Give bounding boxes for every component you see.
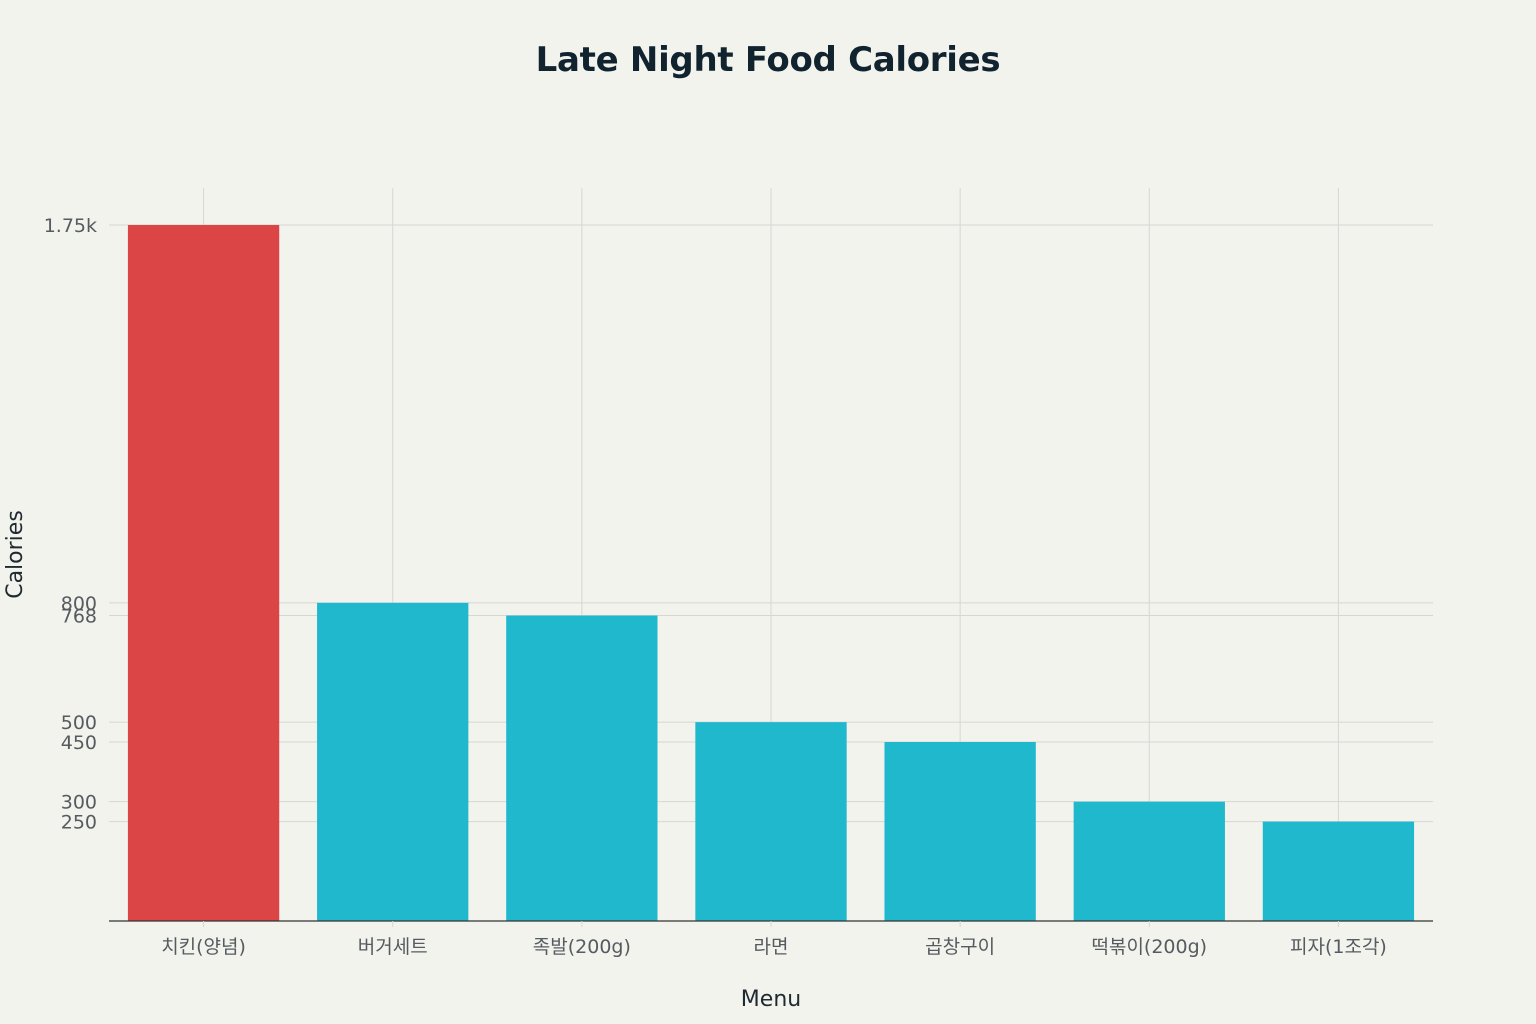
bar (506, 615, 658, 921)
y-tick-label: 1.75k (44, 215, 97, 237)
bar (127, 224, 280, 922)
x-tick-label: 피자(1조각) (1290, 936, 1387, 958)
x-tick-label: 라면 (754, 936, 789, 958)
x-tick-label: 족발(200g) (533, 936, 631, 958)
chart-title: Late Night Food Calories (535, 40, 1001, 80)
x-tick-label: 곱창구이 (925, 936, 995, 958)
bar (695, 722, 847, 921)
y-tick-label: 450 (61, 732, 97, 754)
y-tick-label: 800 (61, 593, 97, 615)
bar (884, 742, 1036, 921)
bar (1262, 821, 1415, 921)
y-axis-title: Calories (3, 510, 28, 599)
y-tick-label: 768 (61, 606, 97, 628)
axes (109, 920, 1433, 927)
bars (127, 224, 1415, 922)
bar (1073, 801, 1225, 921)
x-tick-label: 치킨(양념) (161, 936, 246, 958)
y-tick-label: 300 (61, 792, 97, 814)
x-tick-label: 버거세트 (358, 936, 428, 958)
bar (317, 602, 469, 921)
x-tick-label: 떡볶이(200g) (1091, 936, 1207, 958)
y-tick-label: 500 (61, 712, 97, 734)
y-tick-label: 250 (61, 812, 97, 834)
x-axis-title: Menu (741, 987, 801, 1012)
